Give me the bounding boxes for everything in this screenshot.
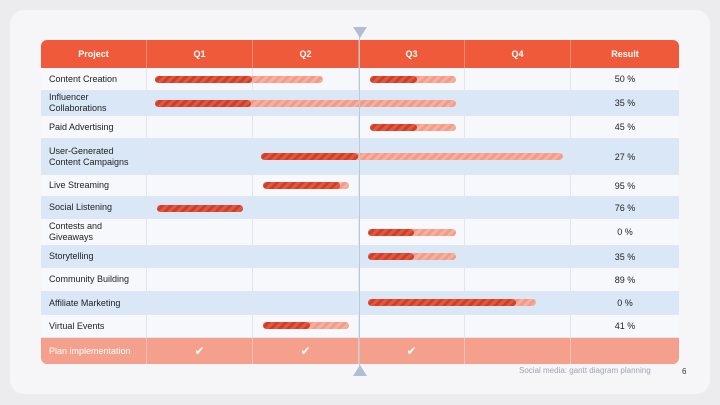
result-value: 35 % [614, 98, 636, 108]
project-name: Virtual Events [41, 315, 147, 337]
gantt-table: Project Q1 Q2 Q3 Q4 Result Content Creat… [41, 40, 679, 364]
result-value: 35 % [614, 251, 636, 262]
table-row: Virtual Events 41 % [41, 315, 679, 338]
project-name: Storytelling [41, 246, 147, 267]
gantt-bar [368, 229, 456, 236]
check-icon: ✔ [300, 344, 311, 358]
gantt-bar [155, 100, 456, 107]
project-name: Social Listening [41, 197, 147, 218]
table-row: Storytelling 35 % [41, 246, 679, 268]
gantt-bar [263, 182, 349, 189]
project-name: Content Creation [41, 68, 147, 90]
table-row: Contests and Giveaways 0 % [41, 219, 679, 246]
current-date-marker-bottom-icon [353, 365, 367, 376]
plan-implementation-label: Plan implementation [41, 338, 147, 364]
project-name: Community Building [41, 268, 147, 291]
gantt-bar [368, 253, 456, 260]
check-icon: ✔ [406, 344, 417, 358]
project-name: Influencer Collaborations [41, 91, 147, 115]
header-q3: Q3 [359, 40, 465, 68]
result-value: 45 % [614, 122, 636, 132]
result-value: 27 % [614, 151, 636, 162]
gantt-bar [155, 76, 323, 83]
header-q4: Q4 [465, 40, 571, 68]
result-value: 41 % [614, 321, 636, 331]
slide-footer-text: Social media: gantt diagram planning [519, 366, 651, 375]
table-row: Community Building 89 % [41, 268, 679, 292]
result-value: 76 % [614, 202, 636, 213]
result-value: 95 % [614, 180, 636, 191]
header-project: Project [41, 40, 147, 68]
table-row: User-Generated Content Campaigns 27 % [41, 139, 679, 175]
table-row: Affiliate Marketing 0 % [41, 292, 679, 315]
result-value: 0 % [617, 227, 633, 237]
gantt-bar [263, 322, 349, 329]
page-number: 6 [682, 367, 687, 376]
current-date-line [359, 30, 360, 370]
gantt-bar [261, 153, 563, 160]
result-value: 0 % [617, 298, 633, 308]
result-value: 89 % [614, 274, 636, 285]
project-name: Paid Advertising [41, 116, 147, 138]
table-header: Project Q1 Q2 Q3 Q4 Result [41, 40, 679, 68]
table-row: Social Listening 76 % [41, 197, 679, 219]
gantt-bar [157, 205, 243, 212]
plan-implementation-row: Plan implementation ✔ ✔ ✔ [41, 338, 679, 364]
gantt-bar [370, 76, 456, 83]
table-row: Live Streaming 95 % [41, 175, 679, 197]
header-result: Result [611, 49, 639, 59]
gantt-bar [368, 299, 536, 306]
project-name: Live Streaming [41, 175, 147, 196]
table-row: Content Creation 50 % [41, 68, 679, 91]
project-name: Affiliate Marketing [41, 292, 147, 314]
check-icon: ✔ [194, 344, 205, 358]
header-q1: Q1 [147, 40, 253, 68]
project-name: User-Generated Content Campaigns [41, 139, 147, 174]
project-name: Contests and Giveaways [41, 219, 147, 245]
table-row: Paid Advertising 45 % [41, 116, 679, 139]
current-date-marker-top-icon [353, 27, 367, 38]
result-value: 50 % [614, 74, 636, 84]
header-q2: Q2 [253, 40, 359, 68]
gantt-bar [370, 124, 456, 131]
